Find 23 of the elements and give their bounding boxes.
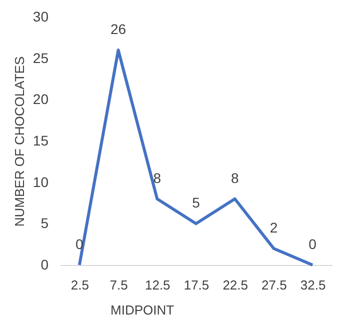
x-tick-label: 27.5 (262, 278, 287, 292)
x-tick-label: 2.5 (70, 278, 89, 292)
y-tick-label: 20 (32, 91, 49, 108)
y-tick-label: 25 (32, 50, 49, 66)
data-label: 8 (230, 170, 239, 186)
data-label: 8 (153, 170, 162, 186)
data-label: 0 (308, 236, 317, 252)
y-tick-label: 30 (32, 8, 49, 24)
data-label: 2 (270, 219, 278, 236)
y-tick-label: 10 (32, 174, 49, 190)
data-label: 26 (110, 21, 126, 38)
x-tick-label: 32.5 (300, 278, 326, 292)
x-tick-label: 22.5 (222, 278, 248, 292)
line-series (78, 48, 314, 266)
y-tick-label: 0 (40, 256, 49, 272)
x-tick-label: 17.5 (184, 278, 210, 292)
x-axis-title: MIDPOINT (110, 302, 174, 318)
y-tick-label: 15 (32, 132, 49, 148)
x-tick-label: 7.5 (110, 278, 128, 292)
data-label: 5 (192, 194, 200, 211)
y-tick-label: 5 (40, 215, 49, 232)
y-axis-title: NUMBER OF CHOCOLATES (12, 56, 27, 227)
x-tick-label: 12.5 (144, 278, 170, 292)
